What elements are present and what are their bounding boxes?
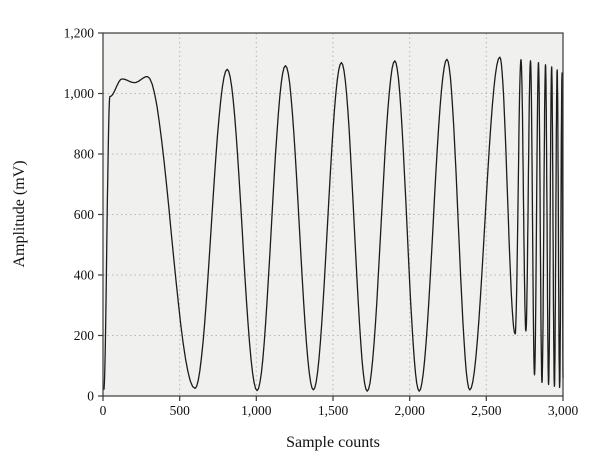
x-tick-label: 500 xyxy=(170,403,191,418)
x-tick-label: 1,000 xyxy=(241,403,272,418)
y-tick-label: 1,200 xyxy=(64,26,95,41)
y-tick-label: 200 xyxy=(74,328,95,343)
signal-line xyxy=(103,56,564,392)
x-tick-label: 0 xyxy=(100,403,107,418)
x-tick-label: 3,000 xyxy=(548,403,579,418)
x-tick-label: 1,500 xyxy=(318,403,349,418)
x-axis-label: Sample counts xyxy=(286,434,380,451)
x-tick-label: 2,500 xyxy=(471,403,502,418)
y-axis-label: Amplitude (mV) xyxy=(11,160,28,268)
x-tick-label: 2,000 xyxy=(395,403,426,418)
y-tick-label: 400 xyxy=(74,268,95,283)
y-tick-label: 800 xyxy=(74,147,95,162)
y-tick-label: 600 xyxy=(74,207,95,222)
y-tick-label: 1,000 xyxy=(64,86,95,101)
y-tick-label: 0 xyxy=(87,389,94,404)
